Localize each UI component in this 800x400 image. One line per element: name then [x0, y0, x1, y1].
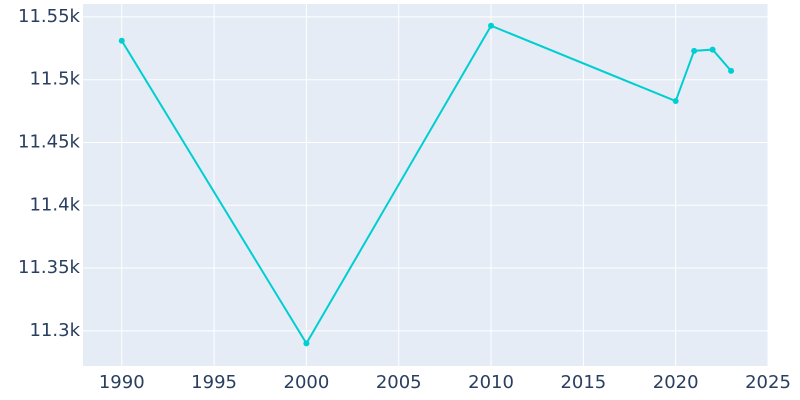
y-tick-label: 11.35k: [18, 257, 81, 278]
point: [303, 340, 310, 347]
y-tick-label: 11.55k: [18, 6, 81, 27]
x-tick-label: 2005: [376, 372, 422, 393]
point: [672, 98, 679, 105]
x-tick-label: 2010: [468, 372, 514, 393]
y-tick-label: 11.5k: [29, 69, 80, 90]
x-tick-label: 2015: [560, 372, 606, 393]
x-tick-label: 2000: [284, 372, 330, 393]
y-tick-label: 11.4k: [29, 194, 80, 215]
point: [709, 46, 716, 53]
y-tick-label: 11.3k: [29, 320, 80, 341]
x-tick-label: 1990: [99, 372, 145, 393]
point: [118, 37, 125, 44]
point: [488, 22, 495, 29]
point: [691, 47, 698, 54]
y-tick-label: 11.45k: [18, 131, 81, 152]
x-tick-label: 1995: [191, 372, 237, 393]
point: [728, 67, 735, 74]
plot-area: [83, 4, 768, 366]
x-tick-label: 2020: [653, 372, 699, 393]
x-tick-label: 2025: [745, 372, 791, 393]
